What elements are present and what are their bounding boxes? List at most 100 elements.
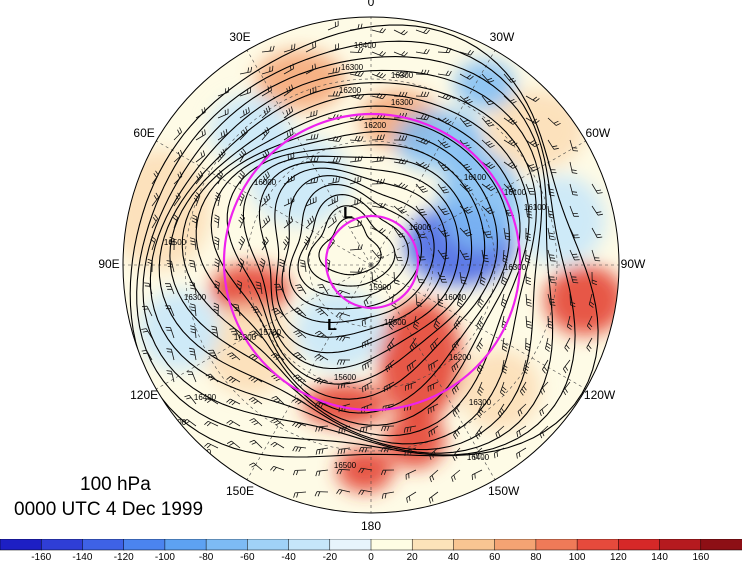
wind-barb xyxy=(393,249,403,261)
wind-barb xyxy=(274,283,285,295)
wind-barb xyxy=(217,87,229,97)
wind-barb xyxy=(338,403,351,413)
wind-barb xyxy=(477,293,484,308)
height-contour xyxy=(297,194,409,298)
wind-barb xyxy=(362,359,373,371)
height-contour xyxy=(288,183,423,310)
wind-barb xyxy=(371,113,386,120)
wind-barb xyxy=(383,381,395,393)
meridian-line xyxy=(156,140,372,266)
wind-barb xyxy=(349,176,362,185)
wind-barb xyxy=(238,236,246,251)
wind-barb xyxy=(184,394,197,405)
wind-barb xyxy=(501,337,508,352)
height-contour xyxy=(258,161,460,354)
wind-barb xyxy=(481,205,495,215)
wind-barb xyxy=(141,305,153,317)
wind-barb xyxy=(317,284,329,295)
wind-barb xyxy=(166,370,175,383)
wind-barb xyxy=(586,337,593,352)
wind-barb xyxy=(327,20,339,31)
wind-barb xyxy=(189,237,197,251)
wind-barb xyxy=(305,109,318,119)
wind-barb xyxy=(239,127,248,141)
wind-barb xyxy=(451,359,461,373)
wind-barb xyxy=(164,305,175,317)
height-contour xyxy=(318,217,382,276)
colorbar-box xyxy=(329,539,372,551)
wind-barb xyxy=(371,227,386,234)
wind-barb xyxy=(191,214,198,229)
wind-barb xyxy=(415,161,430,170)
wind-barb xyxy=(569,205,579,217)
longitude-label: 60W xyxy=(585,126,611,140)
wind-barb xyxy=(358,447,373,453)
wind-barb xyxy=(525,95,540,102)
wind-barb xyxy=(437,205,450,216)
wind-barb xyxy=(314,353,329,361)
wind-barb xyxy=(349,47,364,53)
wind-barb xyxy=(459,73,474,80)
wind-barb xyxy=(361,315,373,327)
contour-label: 16100 xyxy=(464,173,487,182)
colorbar-box xyxy=(205,539,249,551)
wind-barb xyxy=(261,236,269,251)
wind-barb xyxy=(525,205,533,219)
wind-barb xyxy=(327,176,340,185)
anomaly-blob xyxy=(337,448,393,492)
wind-barb xyxy=(349,70,364,77)
wind-barb xyxy=(305,156,319,163)
wind-barb xyxy=(349,114,364,121)
wind-barb xyxy=(204,442,219,449)
wind-barb xyxy=(315,425,329,432)
wind-barb xyxy=(270,331,285,339)
wind-barb xyxy=(336,335,351,342)
wind-barb xyxy=(147,258,153,273)
wind-barb xyxy=(479,271,486,286)
wind-barb xyxy=(586,315,593,330)
wind-barb xyxy=(371,249,385,259)
contour-label: 15900 xyxy=(369,283,392,292)
wind-barb xyxy=(195,150,206,163)
wind-barb xyxy=(393,51,408,57)
low-center-label: L xyxy=(327,317,337,334)
wind-barb xyxy=(393,227,406,238)
wind-barb xyxy=(336,359,351,365)
wind-barb xyxy=(292,397,307,405)
contour-label: 16300 xyxy=(469,398,492,407)
wind-barb xyxy=(213,236,220,251)
wind-barb xyxy=(453,425,461,440)
wind-barb xyxy=(349,23,363,31)
wind-barb xyxy=(238,170,245,185)
meridian-line xyxy=(370,264,496,480)
wind-barb xyxy=(433,315,441,330)
contour-label: 16300 xyxy=(504,263,527,272)
longitude-label: 90E xyxy=(98,257,120,271)
wind-barb xyxy=(525,183,536,195)
wind-barb xyxy=(519,381,527,396)
wind-barb xyxy=(481,249,489,263)
wind-barb xyxy=(141,350,153,361)
wind-barb xyxy=(248,375,263,383)
contour-label: 16200 xyxy=(339,86,362,95)
wind-barb xyxy=(405,381,417,391)
wind-barb xyxy=(173,149,183,163)
wind-barb xyxy=(314,491,329,497)
wind-barb xyxy=(283,216,293,229)
longitude-label: 30W xyxy=(489,30,515,45)
colorbar-tick-label: 60 xyxy=(489,552,501,561)
wind-barb xyxy=(501,271,508,286)
wind-barb xyxy=(227,352,241,361)
wind-barb xyxy=(503,227,511,241)
wind-barb xyxy=(429,447,439,460)
colorbar-tick-label: 20 xyxy=(407,552,419,561)
contour-label: 15600 xyxy=(334,373,357,382)
wind-barb xyxy=(283,63,294,75)
wind-barb xyxy=(481,183,496,191)
wind-barb xyxy=(271,307,285,317)
wind-barb xyxy=(476,315,484,330)
wind-barb xyxy=(214,192,221,207)
wind-barb xyxy=(293,352,307,361)
wind-barb xyxy=(428,425,439,437)
